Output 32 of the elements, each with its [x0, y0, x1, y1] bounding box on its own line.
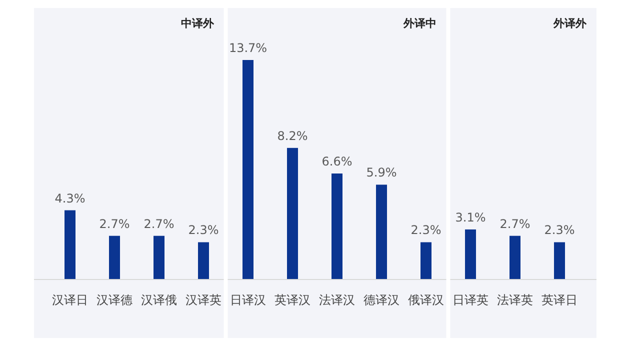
x-tick-label: 汉译俄: [141, 293, 177, 307]
data-label: 2.7%: [500, 216, 530, 231]
bar: [287, 148, 298, 279]
data-label: 2.3%: [544, 223, 575, 238]
chart-title: 中译外: [180, 17, 215, 30]
data-label: 2.3%: [410, 223, 442, 238]
data-label: 4.3%: [54, 191, 86, 206]
x-tick-label: 汉译英: [186, 293, 222, 307]
bar: [376, 184, 387, 279]
data-label: 2.7%: [144, 216, 174, 231]
x-tick-label: 汉译日: [52, 293, 88, 307]
data-label: 5.9%: [366, 166, 397, 180]
x-tick-label: 日译英: [452, 293, 488, 307]
chart-title: 外译中: [402, 17, 436, 30]
x-tick-label: 德译汉: [364, 293, 400, 307]
x-tick-label: 法译英: [497, 293, 533, 307]
x-tick-label: 俄译汉: [408, 293, 444, 307]
x-tick-label: 英译日: [542, 293, 578, 307]
data-label: 2.3%: [188, 223, 219, 238]
data-label: 2.7%: [99, 216, 130, 231]
x-tick-label: 日译汉: [230, 293, 266, 307]
bar: [332, 173, 342, 279]
bar: [420, 242, 432, 279]
data-label: 3.1%: [455, 210, 486, 224]
bar: [242, 60, 254, 279]
data-label: 13.7%: [228, 41, 268, 55]
x-tick-label: 法译汉: [319, 293, 355, 307]
data-label: 8.2%: [277, 128, 308, 143]
x-tick-label: 英译汉: [274, 293, 310, 307]
x-tick-label: 汉译德: [96, 293, 132, 307]
data-label: 6.6%: [322, 154, 352, 168]
chart-title: 外译外: [552, 17, 588, 30]
